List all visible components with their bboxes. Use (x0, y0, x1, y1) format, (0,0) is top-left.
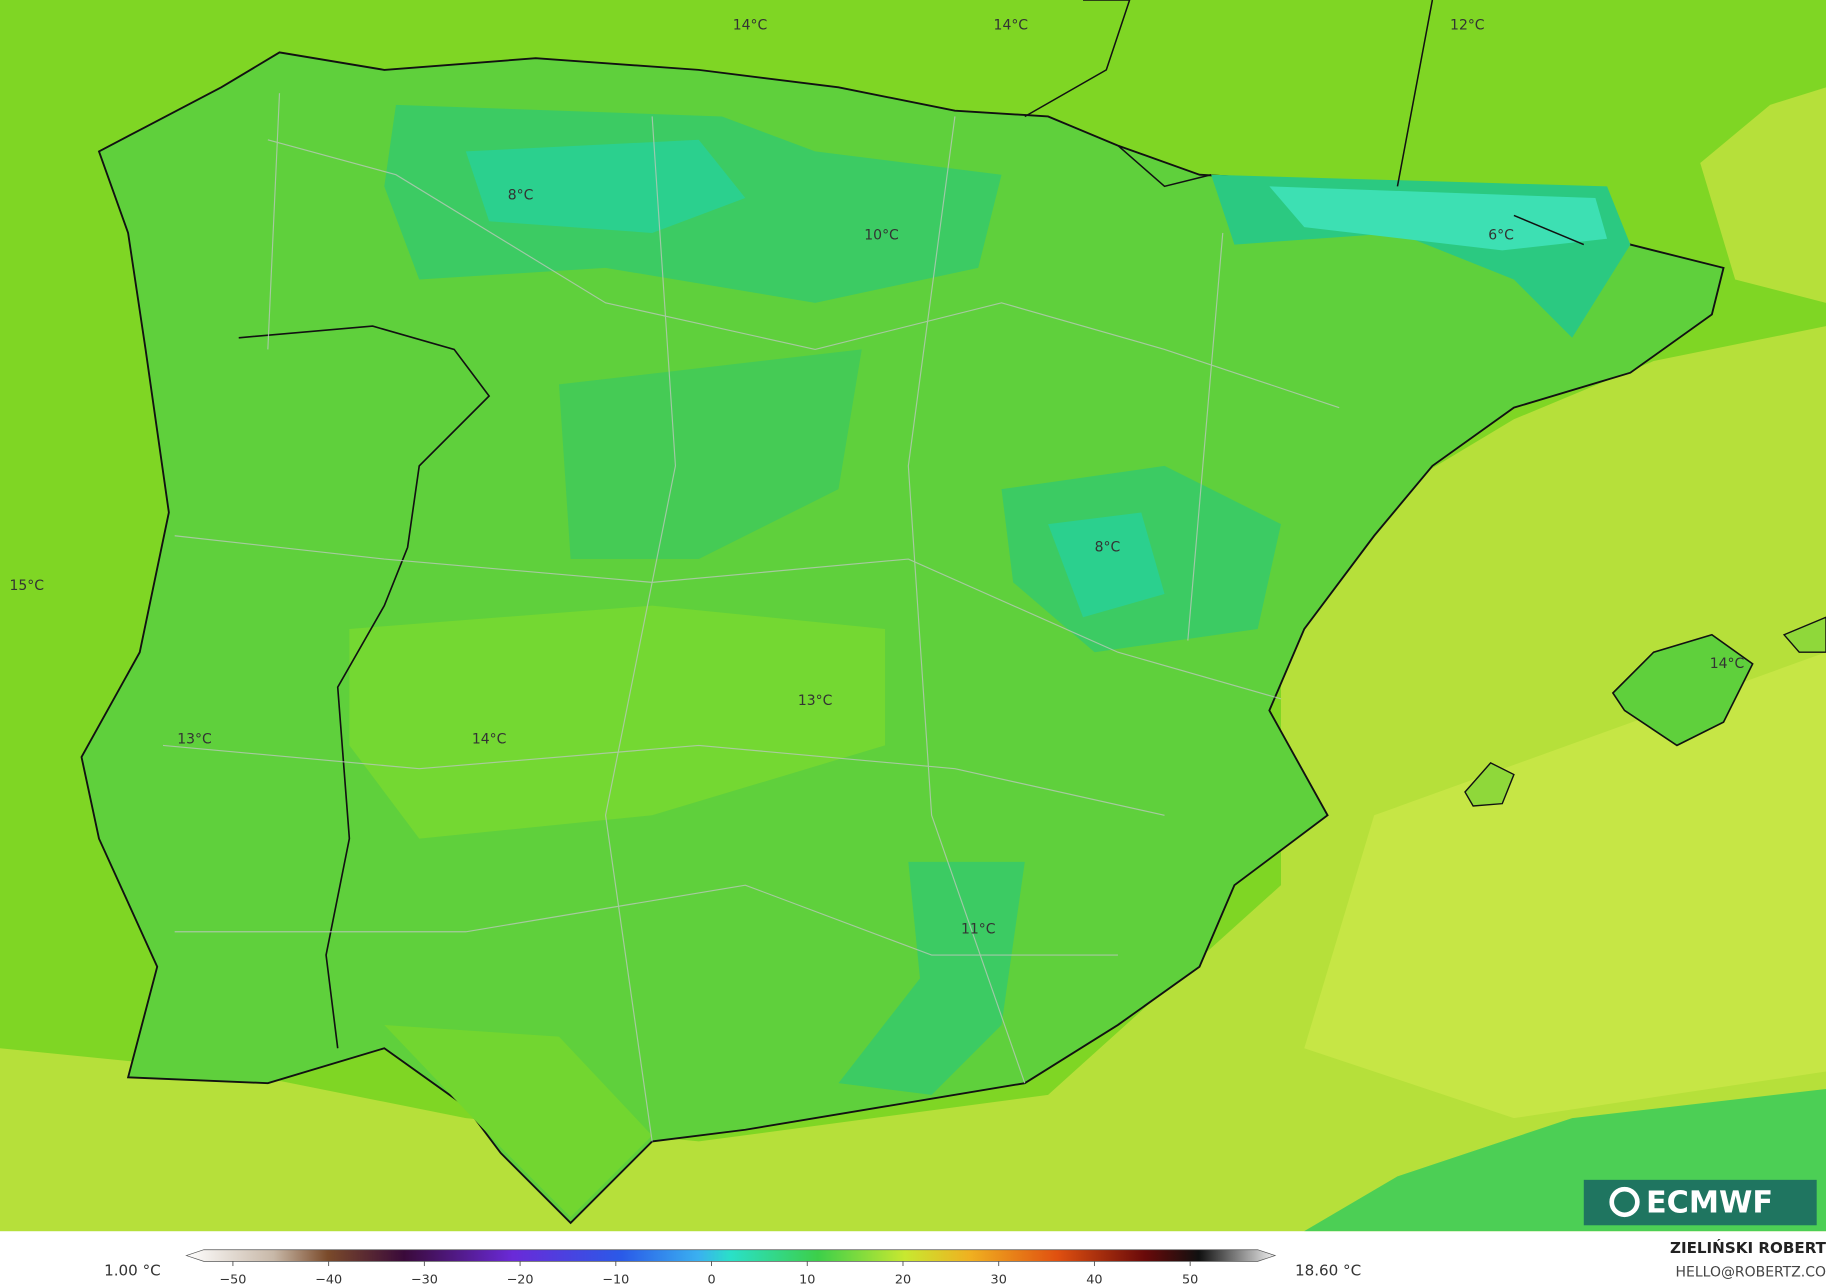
colorbar-tick-label: 50 (1182, 1273, 1198, 1287)
temp-label: 12°C (1450, 18, 1485, 34)
temp-label: 11°C (961, 921, 996, 937)
cold-core-north (465, 139, 746, 233)
colorbar-tick-label: −50 (219, 1273, 246, 1287)
admin-borders (162, 93, 1340, 1142)
france-coast (1700, 87, 1826, 303)
land-borders (1024, 0, 1585, 246)
colorbar-tick-label: 0 (707, 1273, 715, 1287)
temp-label: 14°C (733, 18, 768, 34)
cold-area-south (838, 861, 1025, 1095)
temp-label: 13°C (798, 693, 833, 709)
colorbar-tick-label: −40 (315, 1273, 342, 1287)
map-area: 14°C 14°C 12°C 8°C 10°C 6°C 15°C 8°C 14°… (0, 0, 1826, 1232)
colorbar-tick-label: −30 (411, 1273, 438, 1287)
warm-area-central (349, 605, 886, 839)
portugal-border (238, 325, 491, 1049)
cold-core-iberian (1048, 512, 1165, 618)
colorbar-tick-label: −10 (602, 1273, 629, 1287)
colorbar-tick-label: 20 (895, 1273, 911, 1287)
logo: ECMWF (1646, 1185, 1773, 1220)
colorbar: 1.00 °C 18.60 °C (104, 1249, 1361, 1279)
logo-icon (1609, 1186, 1640, 1218)
ibiza (1464, 762, 1515, 807)
credit-email: HELLO@ROBERTZ.CO (1676, 1265, 1826, 1281)
warm-sea-core (1304, 652, 1826, 1119)
warm-area-southwest (384, 1024, 653, 1218)
cold-area-central (558, 349, 862, 560)
max-label: 18.60 °C (1295, 1261, 1361, 1279)
iberia-land (80, 51, 1725, 1225)
temp-label: 15°C (10, 578, 45, 594)
colorbar-gradient (185, 1249, 1277, 1262)
temp-label: 6°C (1488, 227, 1514, 243)
colorbar-tick-label: −20 (507, 1273, 534, 1287)
temp-label: 14°C (1710, 656, 1745, 672)
cold-core-pyrenees (1269, 186, 1608, 251)
mallorca (1611, 633, 1754, 747)
colorbar-tick-label: 40 (1086, 1273, 1102, 1287)
temp-label: 13°C (177, 732, 212, 748)
credit-name: ZIELIŃSKI ROBERT (1670, 1238, 1826, 1257)
colorbar-tick-label: 30 (991, 1273, 1007, 1287)
temp-label: 8°C (508, 188, 534, 204)
temp-label: 10°C (864, 227, 899, 243)
temp-label: 8°C (1095, 539, 1121, 555)
min-label: 1.00 °C (104, 1261, 161, 1279)
temp-label: 14°C (472, 732, 507, 748)
temp-label: 14°C (994, 18, 1029, 34)
colorbar-tick-label: 10 (799, 1273, 815, 1287)
